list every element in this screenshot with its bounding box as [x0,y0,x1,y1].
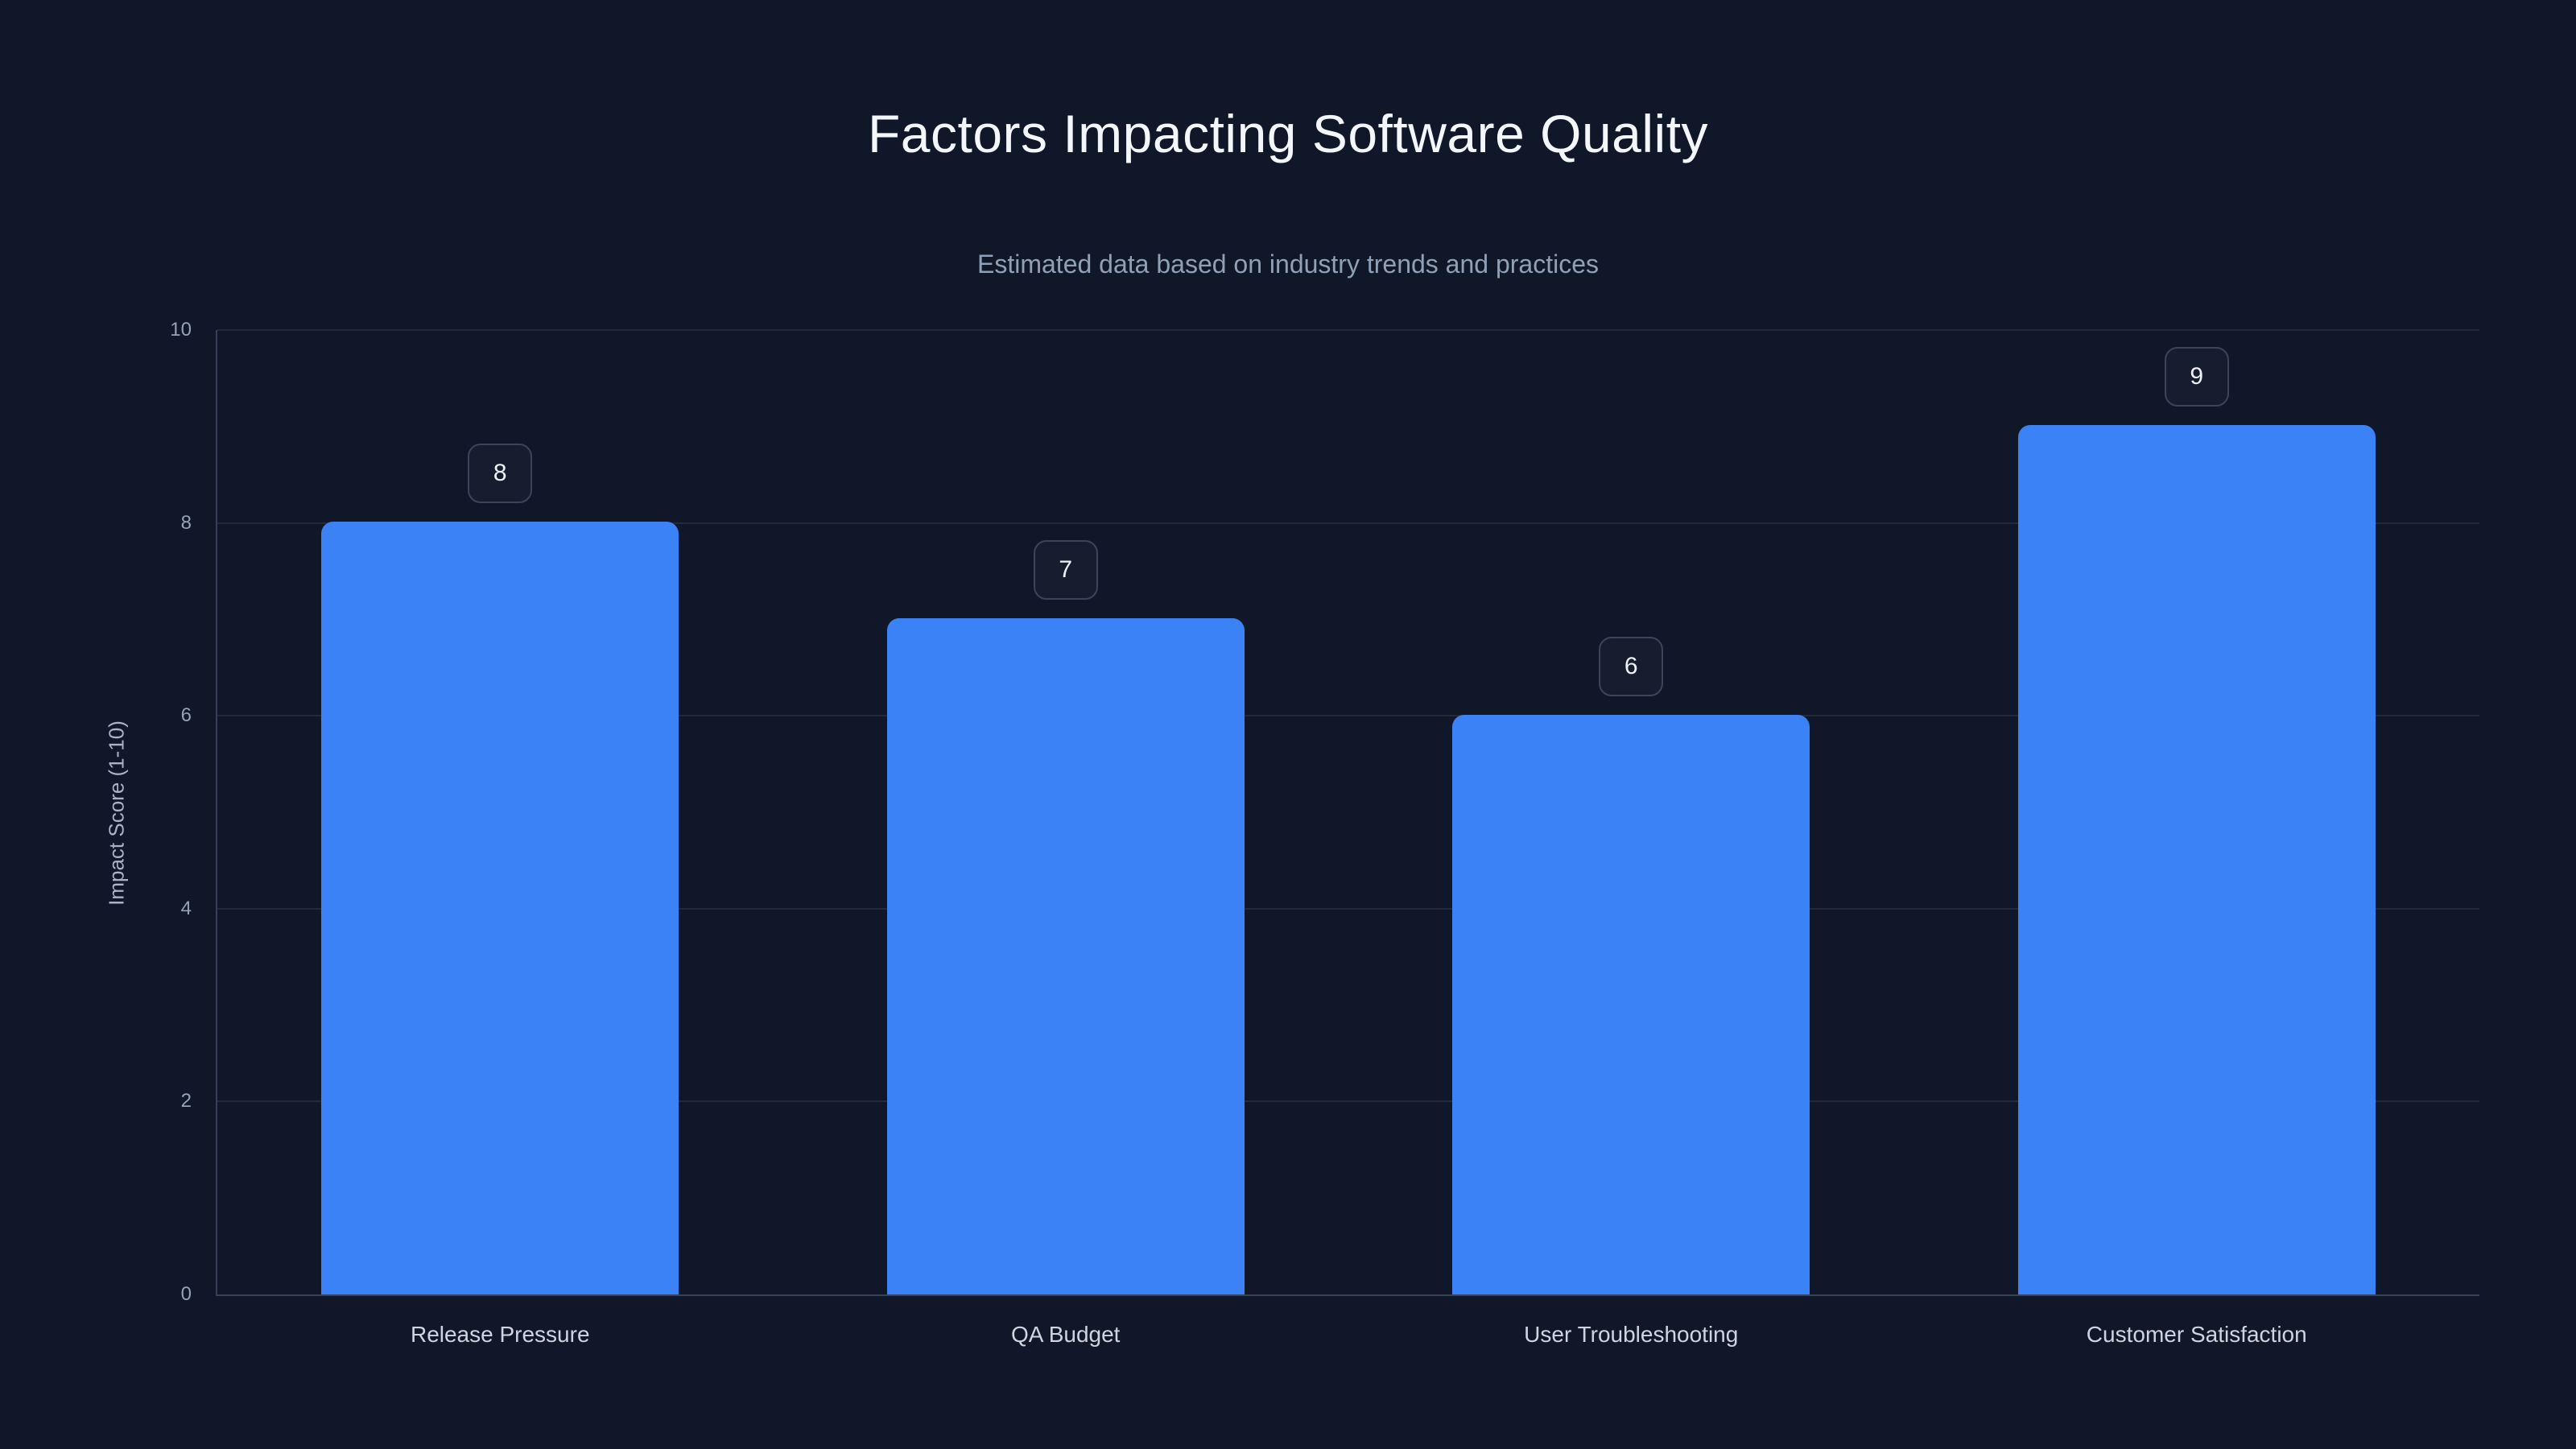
bar-release-pressure[interactable] [321,522,679,1294]
gridline [217,715,2479,717]
bar-category: 6 User Troubleshooting [1348,330,1914,1347]
bar-user-troubleshooting[interactable] [1452,715,1810,1294]
gridline [217,1100,2479,1103]
bar-value-badge: 8 [468,444,533,503]
x-axis-label: Release Pressure [410,1322,590,1347]
bar-value-badge: 9 [2164,347,2229,407]
bar-category: 9 Customer Satisfaction [1914,330,2480,1347]
chart-title: Factors Impacting Software Quality [867,104,1709,163]
y-tick-label: 10 [170,319,192,341]
gridline [217,907,2479,910]
y-tick-label: 0 [180,1283,192,1305]
gridline [217,329,2479,331]
plot-area: 0 2 4 6 8 10 8 Release Pressure 7 QA Budget 6… [170,320,2480,1347]
x-axis-label: Customer Satisfaction [2086,1322,2307,1347]
y-tick-label: 2 [180,1090,192,1113]
bar-value-badge: 6 [1599,637,1664,696]
y-tick-label: 4 [180,897,192,919]
bar-category: 7 QA Budget [783,330,1349,1347]
bar-value-badge: 7 [1033,540,1098,600]
bar-customer-satisfaction[interactable] [2017,425,2376,1294]
bar-qa-budget[interactable] [886,618,1245,1294]
y-axis-title: Impact Score (1-10) [104,720,129,906]
bar-category: 8 Release Pressure [217,330,783,1347]
chart-subtitle: Estimated data based on industry trends … [977,250,1599,279]
y-tick-label: 8 [180,511,192,534]
bars-layer: 8 Release Pressure 7 QA Budget 6 User Tr… [217,330,2480,1347]
x-axis-label: User Troubleshooting [1524,1322,1739,1347]
y-tick-label: 6 [180,704,192,727]
gridline [217,522,2479,524]
x-axis-label: QA Budget [1011,1322,1121,1347]
